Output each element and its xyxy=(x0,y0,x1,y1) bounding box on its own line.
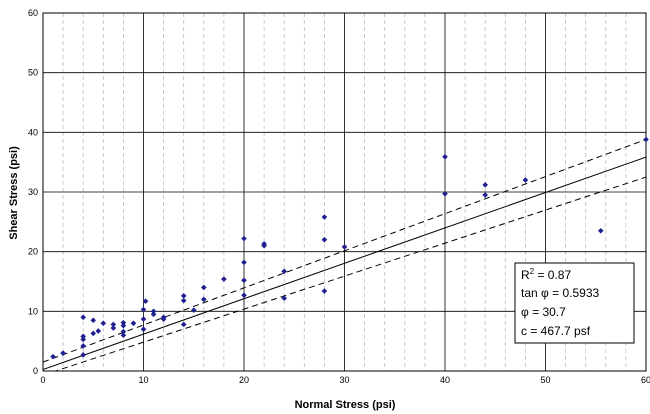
plot-area-frame xyxy=(42,12,647,372)
y-tick-label: 0 xyxy=(33,366,38,376)
y-axis-title: Shear Stress (psi) xyxy=(8,146,20,240)
data-point xyxy=(261,241,267,247)
y-tick-label: 20 xyxy=(28,247,38,257)
x-axis-title: Normal Stress (psi) xyxy=(295,399,396,411)
data-point xyxy=(50,353,56,360)
trend-lines xyxy=(43,139,646,371)
data-point xyxy=(120,328,127,335)
x-tick-label: 20 xyxy=(239,375,249,385)
data-point xyxy=(80,333,87,340)
data-point xyxy=(80,336,87,343)
data-point xyxy=(150,311,157,318)
data-point xyxy=(120,332,127,339)
data-point xyxy=(130,320,137,327)
data-point xyxy=(241,292,247,299)
data-point xyxy=(120,322,127,329)
data-point xyxy=(281,295,288,302)
y-tick-label: 10 xyxy=(28,306,38,316)
y-tick-label: 40 xyxy=(28,127,38,137)
data-point xyxy=(281,268,288,275)
data-point xyxy=(110,325,117,331)
data-points xyxy=(50,136,649,360)
data-point xyxy=(80,314,87,321)
phi-label: φ = 30.7 xyxy=(521,305,566,319)
x-axis-ticks: 0 10 20 30 40 50 60 xyxy=(40,375,650,385)
data-point xyxy=(110,321,117,328)
data-point xyxy=(200,296,207,303)
data-point xyxy=(180,292,187,299)
data-point xyxy=(221,276,227,282)
data-point xyxy=(482,192,489,198)
data-point xyxy=(241,259,247,266)
data-point xyxy=(142,298,149,305)
x-tick-label: 60 xyxy=(641,375,650,385)
data-point xyxy=(442,153,448,160)
data-point xyxy=(120,319,127,326)
data-point xyxy=(140,316,147,322)
data-point xyxy=(180,297,187,304)
data-point xyxy=(180,321,187,328)
data-point xyxy=(90,317,97,324)
data-point xyxy=(241,277,247,284)
data-point xyxy=(150,308,157,315)
data-point xyxy=(321,214,328,220)
data-point xyxy=(200,284,207,291)
stats-box-frame xyxy=(514,262,635,344)
x-tick-label: 0 xyxy=(40,375,45,385)
data-point xyxy=(80,352,87,358)
y-tick-label: 50 xyxy=(28,68,38,78)
data-point xyxy=(321,288,328,294)
y-tick-label: 30 xyxy=(28,187,38,197)
x-tick-label: 50 xyxy=(540,375,550,385)
data-point xyxy=(442,190,448,197)
data-point xyxy=(241,235,247,242)
tan-phi-label: tan φ = 0.5933 xyxy=(521,286,600,300)
r-squared-label: R2 = 0.87 xyxy=(521,267,571,282)
y-tick-label: 60 xyxy=(28,8,38,18)
lower-bound-line xyxy=(54,176,646,371)
y-axis-ticks: 0 10 20 30 40 50 60 xyxy=(28,8,38,376)
data-point xyxy=(90,330,97,337)
x-tick-label: 10 xyxy=(138,375,148,385)
data-point xyxy=(482,181,489,188)
cohesion-label: c = 467.7 psf xyxy=(521,324,591,338)
regression-stats-box: R2 = 0.87 tan φ = 0.5933 φ = 30.7 c = 46… xyxy=(514,262,635,344)
data-point xyxy=(80,343,87,349)
data-point xyxy=(597,227,604,234)
data-point xyxy=(60,350,66,356)
data-point xyxy=(140,326,147,333)
data-point xyxy=(140,306,147,313)
upper-bound-line xyxy=(43,139,646,363)
trendline xyxy=(43,156,646,370)
x-tick-label: 40 xyxy=(440,375,450,385)
data-point xyxy=(100,320,107,327)
data-point xyxy=(190,307,197,314)
x-tick-label: 30 xyxy=(339,375,349,385)
data-point xyxy=(160,314,167,321)
data-point xyxy=(95,328,102,334)
data-point xyxy=(522,177,529,183)
data-point xyxy=(321,236,328,243)
data-point xyxy=(643,136,649,143)
data-point xyxy=(341,244,348,250)
